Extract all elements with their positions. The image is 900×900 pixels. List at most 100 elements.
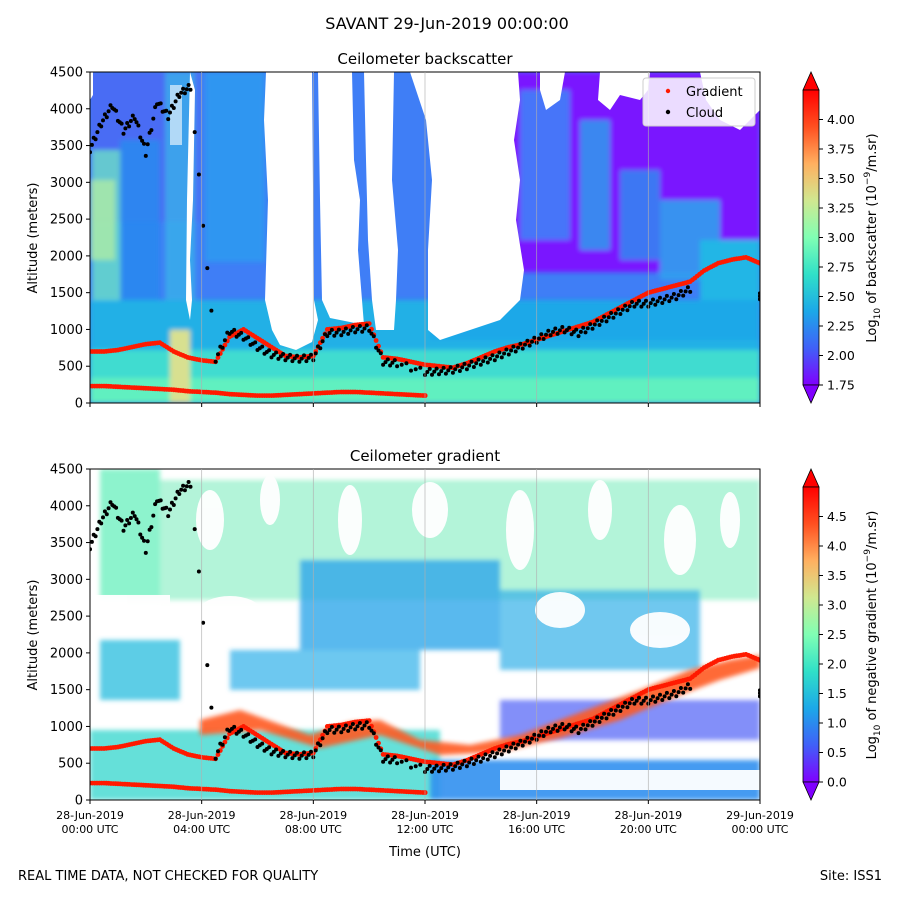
- cloud-point: [306, 355, 311, 360]
- x-tick-label: 28-Jun-2019 08:00 UTC: [279, 809, 347, 836]
- cloud-point: [281, 749, 286, 753]
- cloud-point: [93, 137, 98, 142]
- cloud-point: [662, 694, 667, 699]
- gradient-point: [215, 752, 221, 757]
- cloud-point: [502, 748, 507, 753]
- cloud-point: [578, 726, 583, 731]
- cloud-point: [432, 369, 437, 374]
- cloud-point: [339, 730, 344, 735]
- cloud-point: [336, 327, 341, 332]
- cloud-point: [467, 760, 472, 765]
- cloud-point: [138, 135, 143, 140]
- cloud-point: [385, 357, 390, 362]
- cloud-point: [676, 293, 681, 298]
- cloud-point: [485, 360, 490, 365]
- cloud-point: [476, 754, 481, 759]
- cloud-point: [276, 356, 281, 361]
- cloud-point: [388, 760, 393, 765]
- cloud-point: [205, 663, 210, 668]
- cloud-point: [186, 83, 191, 87]
- cloud-point: [350, 722, 355, 726]
- cloud-point: [385, 754, 390, 759]
- cloud-point: [632, 701, 637, 706]
- cloud-point: [364, 720, 369, 725]
- cloud-point: [450, 767, 455, 772]
- y-tick-label: 4000: [50, 102, 83, 117]
- cloud-point: [576, 731, 581, 736]
- cloud-point: [509, 348, 514, 353]
- cloud-point: [495, 354, 500, 359]
- cloud-point: [164, 108, 169, 113]
- cloud-point: [171, 106, 176, 110]
- cloud-point: [653, 699, 658, 704]
- cloud-point: [620, 704, 625, 709]
- y-tick-label: 4500: [50, 463, 83, 478]
- cloud-point: [553, 326, 558, 331]
- cloud-point: [455, 760, 460, 765]
- colorbar-tick-label: 0.0: [827, 775, 847, 790]
- cloud-point: [239, 330, 244, 335]
- cloud-point: [523, 739, 527, 744]
- cloud-point: [367, 328, 372, 333]
- gradient-point: [320, 732, 325, 738]
- cloud-point: [383, 757, 388, 762]
- cloud-point: [481, 359, 486, 364]
- cloud-point: [302, 353, 306, 358]
- cloud-point: [537, 733, 541, 738]
- gradient-point: [373, 338, 379, 343]
- cloud-point: [409, 368, 413, 373]
- cloud-point: [313, 351, 318, 356]
- gradient-point: [757, 657, 760, 663]
- cloud-point: [518, 738, 523, 743]
- cloud-point: [613, 311, 618, 316]
- cloud-point: [541, 734, 546, 738]
- cloud-point: [216, 352, 220, 357]
- cloud-point: [371, 334, 376, 339]
- cloud-point: [557, 725, 562, 730]
- cloud-point: [246, 335, 251, 340]
- cloud-point: [325, 334, 330, 339]
- cloud-point: [516, 345, 521, 350]
- cloud-point: [592, 322, 597, 327]
- cloud-point: [639, 701, 644, 706]
- cloud-point: [285, 752, 290, 757]
- y-tick-label: 3000: [50, 176, 83, 191]
- legend-gradient-marker: [665, 88, 671, 94]
- cloud-point: [334, 330, 339, 335]
- cloud-point: [267, 348, 272, 353]
- gradient-point: [373, 735, 379, 740]
- cloud-point: [332, 730, 337, 735]
- y-tick-label: 2000: [50, 646, 83, 661]
- site-label: Site: ISS1: [819, 869, 882, 884]
- colorbar-label-backscatter: Log10 of backscatter (10−9/m.sr): [863, 133, 883, 342]
- cloud-point: [471, 365, 476, 369]
- y-tick-label: 3000: [50, 573, 83, 588]
- figure-suptitle: SAVANT 29-Jun-2019 00:00:00: [325, 14, 569, 33]
- chart-title-backscatter: Ceilometer backscatter: [337, 50, 513, 68]
- cloud-point: [232, 724, 237, 729]
- cloud-point: [683, 686, 688, 691]
- cloud-point: [142, 141, 146, 146]
- cloud-point: [140, 535, 145, 540]
- cloud-point: [253, 340, 258, 345]
- legend-gradient-label: Gradient: [686, 85, 743, 100]
- y-tick-label: 4500: [50, 66, 83, 81]
- colorbar-tick-label: 1.5: [827, 686, 847, 701]
- colorbar-tick-label: 4.00: [827, 112, 855, 127]
- cloud-point: [474, 758, 479, 763]
- cloud-point: [353, 727, 358, 732]
- cloud-point: [599, 715, 604, 720]
- cloud-point: [606, 315, 611, 320]
- cloud-point: [592, 719, 597, 724]
- cloud-point: [625, 308, 630, 313]
- y-tick-label: 1000: [50, 720, 83, 735]
- cloud-point: [669, 295, 674, 300]
- cloud-point: [674, 694, 679, 699]
- cloud-point: [166, 117, 171, 122]
- cloud-point: [488, 753, 493, 758]
- cloud-point: [283, 358, 288, 363]
- cloud-point: [290, 359, 295, 364]
- cloud-point: [583, 330, 588, 335]
- cloud-point: [667, 299, 672, 304]
- cloud-point: [101, 515, 105, 520]
